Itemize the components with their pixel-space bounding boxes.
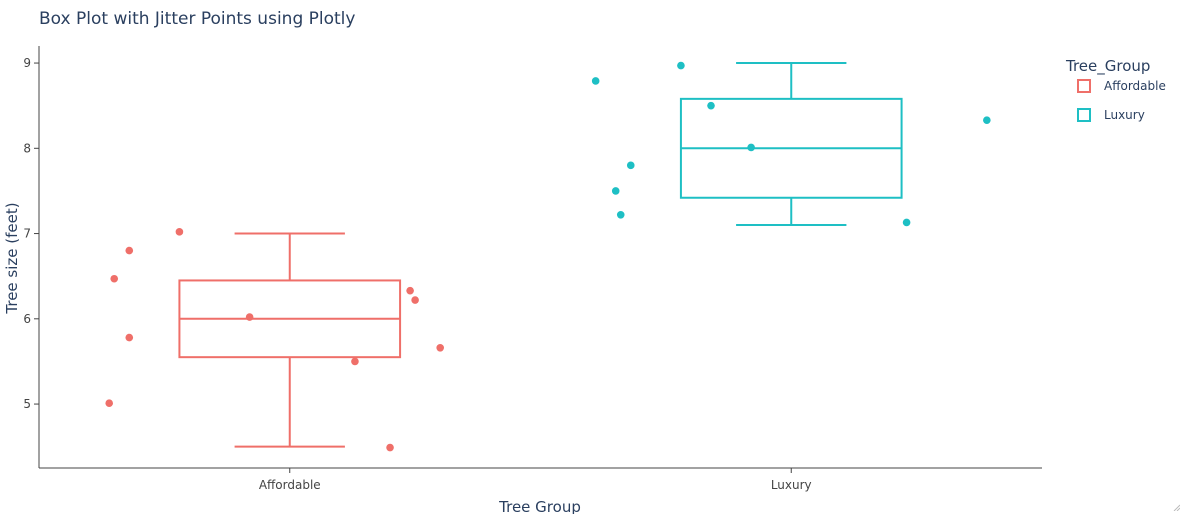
y-axis-title: Tree size (feet) [3,202,21,314]
data-point-affordable [351,357,359,366]
y-tick-label: 5 [23,397,31,411]
x-axis-ticks: Affordable Luxury [259,468,812,492]
data-point-luxury [616,211,625,219]
legend-label: Luxury [1104,108,1145,122]
legend: Tree_Group Affordable Luxury [1065,57,1166,122]
legend-item-affordable[interactable]: Affordable [1077,79,1166,93]
data-point-luxury [983,116,991,124]
data-point-affordable [110,274,119,283]
plot-area[interactable]: 5 6 7 8 9 Affordable Luxury [23,46,1042,492]
legend-title: Tree_Group [1065,57,1150,76]
legend-swatch [1077,79,1091,93]
data-point-affordable [411,296,419,304]
data-point-luxury [747,143,755,152]
y-tick-label: 7 [23,227,31,241]
y-tick-label: 9 [23,56,31,70]
data-point-affordable [175,228,184,236]
chart-title: Box Plot with Jitter Points using Plotly [39,9,355,29]
data-point-luxury [591,77,600,85]
data-point-luxury [677,61,685,70]
data-point-affordable [245,313,254,321]
data-point-luxury [626,161,635,170]
data-point-affordable [436,343,445,352]
x-tick-label: Luxury [771,478,812,492]
data-point-affordable [125,333,134,342]
x-tick-label: Affordable [259,478,321,492]
resize-handle-icon[interactable] [1172,503,1180,511]
y-axis-ticks: 5 6 7 8 9 [23,56,39,411]
data-point-luxury [902,218,911,227]
data-point-affordable [406,286,414,295]
y-tick-label: 6 [23,312,31,326]
data-point-affordable [386,443,394,452]
legend-item-luxury[interactable]: Luxury [1077,108,1145,122]
legend-label: Affordable [1104,79,1166,93]
y-tick-label: 8 [23,141,31,155]
data-point-luxury [707,101,715,110]
x-axis-title: Tree Group [498,498,581,514]
data-point-luxury [611,187,620,195]
box-luxury [679,62,903,227]
legend-swatch [1077,108,1091,122]
box-affordable [178,232,402,448]
box-traces [178,62,903,448]
jitter-points [105,61,991,452]
data-point-affordable [105,399,114,408]
data-point-affordable [125,246,134,255]
